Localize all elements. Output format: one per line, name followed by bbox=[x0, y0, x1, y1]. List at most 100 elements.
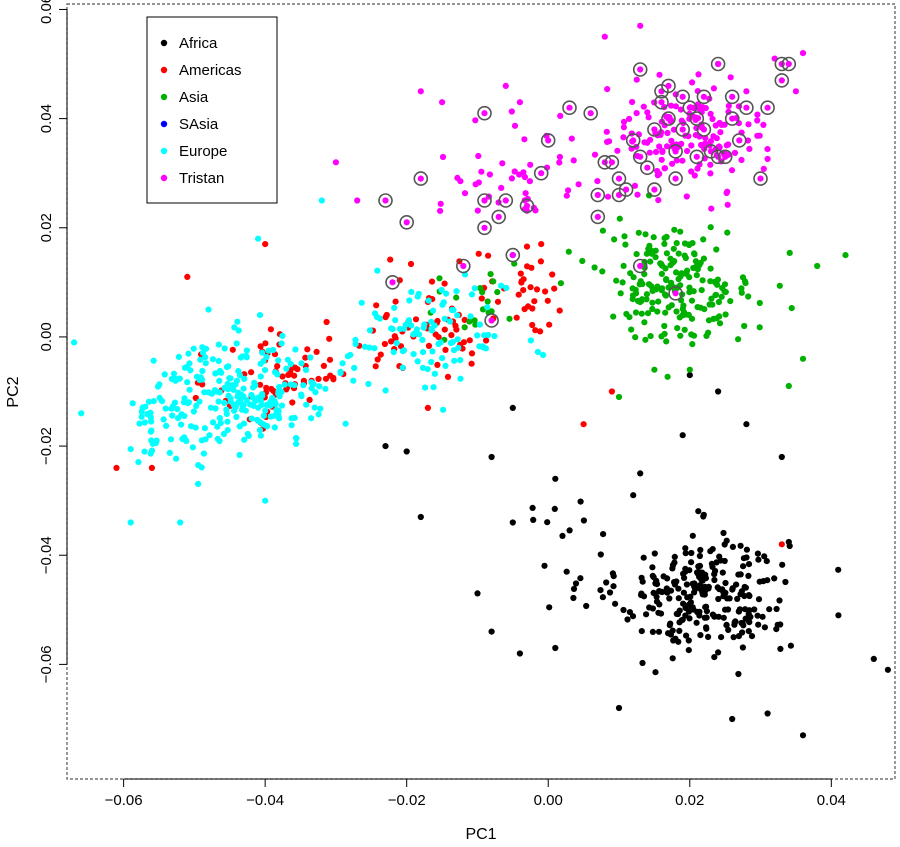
point-europe bbox=[498, 282, 505, 289]
point-asia bbox=[686, 366, 693, 373]
point-asia bbox=[708, 295, 715, 302]
point-tristan bbox=[603, 128, 610, 135]
point-europe bbox=[247, 401, 254, 408]
point-europe bbox=[240, 385, 247, 392]
point-americas bbox=[229, 346, 236, 353]
point-tristan bbox=[620, 124, 628, 131]
point-tristan-circled bbox=[715, 60, 722, 68]
point-tristan bbox=[669, 160, 676, 167]
point-europe bbox=[221, 399, 228, 406]
point-europe bbox=[241, 375, 248, 382]
point-asia bbox=[718, 293, 725, 300]
highlight-ring bbox=[661, 78, 676, 94]
point-europe bbox=[156, 394, 163, 401]
point-europe bbox=[310, 380, 317, 387]
point-europe bbox=[468, 291, 475, 298]
point-tristan bbox=[570, 157, 577, 164]
point-tristan bbox=[656, 143, 663, 150]
highlight-ring bbox=[385, 274, 400, 290]
point-europe bbox=[312, 389, 319, 396]
highlight-ring bbox=[647, 122, 662, 137]
point-tristan bbox=[631, 182, 639, 189]
legend-marker-americas bbox=[160, 66, 168, 74]
point-americas bbox=[268, 385, 275, 393]
point-africa bbox=[737, 542, 744, 549]
highlight-ring bbox=[654, 94, 669, 110]
point-europe bbox=[129, 400, 136, 407]
point-tristan bbox=[731, 149, 739, 156]
point-africa bbox=[712, 567, 719, 575]
point-asia bbox=[611, 236, 618, 243]
point-africa bbox=[755, 621, 762, 628]
point-africa bbox=[552, 644, 559, 652]
point-asia bbox=[565, 248, 572, 255]
point-africa bbox=[725, 626, 732, 634]
point-europe bbox=[201, 389, 208, 396]
point-europe bbox=[256, 427, 263, 434]
point-africa bbox=[689, 580, 696, 587]
point-asia bbox=[690, 332, 698, 339]
point-asia bbox=[633, 251, 640, 258]
point-africa bbox=[683, 632, 690, 639]
point-tristan bbox=[568, 135, 575, 142]
point-europe bbox=[485, 331, 492, 339]
point-europe bbox=[142, 403, 149, 410]
point-europe bbox=[206, 432, 213, 439]
point-africa bbox=[761, 553, 768, 560]
point-tristan-circled bbox=[637, 153, 644, 160]
point-africa bbox=[669, 655, 676, 662]
point-americas bbox=[113, 464, 120, 471]
point-tristan-circled bbox=[403, 219, 410, 226]
point-asia bbox=[616, 215, 623, 222]
point-europe bbox=[428, 358, 435, 366]
point-europe bbox=[209, 356, 216, 363]
point-tristan bbox=[626, 115, 633, 122]
point-africa bbox=[697, 546, 704, 554]
point-africa bbox=[488, 453, 495, 461]
point-tristan bbox=[641, 139, 648, 146]
point-africa bbox=[544, 519, 551, 526]
point-europe bbox=[261, 367, 269, 374]
point-tristan bbox=[614, 147, 621, 154]
point-africa bbox=[572, 580, 580, 587]
point-tristan bbox=[417, 88, 424, 95]
point-africa bbox=[382, 443, 389, 450]
point-europe bbox=[446, 318, 454, 325]
point-americas bbox=[407, 260, 415, 268]
point-asia bbox=[715, 298, 723, 306]
point-asia bbox=[686, 284, 693, 291]
point-africa bbox=[799, 732, 807, 739]
point-americas bbox=[323, 318, 330, 326]
highlight-ring bbox=[604, 155, 620, 170]
point-asia bbox=[681, 326, 688, 333]
point-africa bbox=[686, 615, 693, 622]
point-africa bbox=[680, 589, 688, 596]
point-asia bbox=[652, 286, 660, 293]
point-europe bbox=[235, 399, 242, 406]
point-asia bbox=[488, 308, 495, 315]
point-europe bbox=[169, 412, 176, 419]
point-tristan bbox=[332, 159, 339, 166]
point-europe bbox=[292, 346, 299, 353]
point-tristan-circled bbox=[382, 197, 389, 204]
point-europe bbox=[451, 357, 458, 364]
point-europe bbox=[224, 386, 231, 393]
point-africa bbox=[696, 552, 704, 560]
point-asia bbox=[707, 224, 714, 231]
highlight-ring bbox=[774, 73, 790, 88]
point-asia bbox=[719, 284, 726, 292]
point-africa bbox=[612, 600, 619, 607]
highlight-ring bbox=[505, 247, 521, 263]
y-tick-label: −0.04 bbox=[38, 536, 55, 574]
point-africa bbox=[488, 628, 495, 635]
points-layer bbox=[71, 22, 892, 739]
point-europe bbox=[318, 197, 325, 204]
point-asia bbox=[712, 291, 720, 298]
point-asia bbox=[727, 298, 734, 305]
circled-markers-layer bbox=[378, 56, 797, 328]
point-americas bbox=[524, 263, 531, 270]
y-tick-label: 0.04 bbox=[38, 104, 55, 133]
point-africa bbox=[722, 579, 729, 587]
point-africa bbox=[630, 492, 637, 499]
point-tristan bbox=[601, 33, 608, 40]
